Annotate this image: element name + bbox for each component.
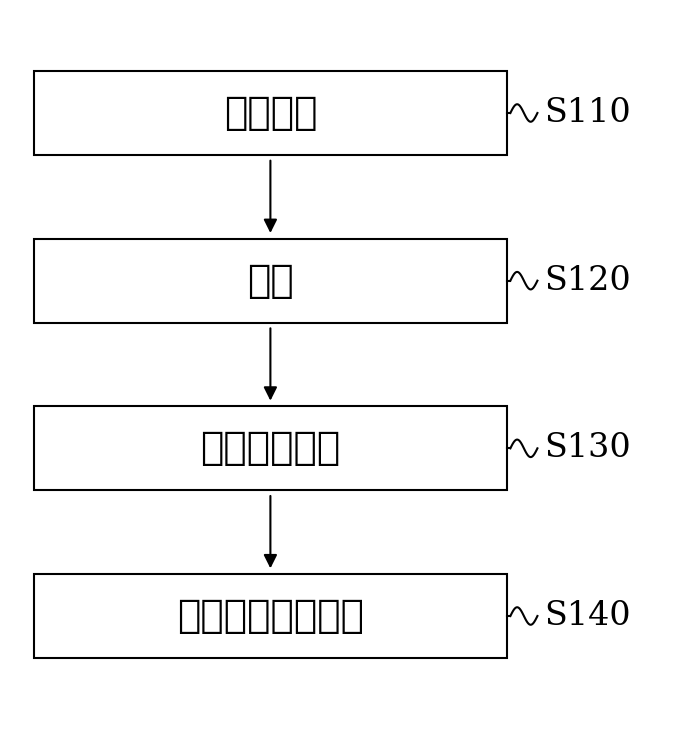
Bar	[34, 71, 507, 155]
Text: 第一组段: 第一组段	[224, 94, 317, 132]
Text: S130: S130	[544, 432, 631, 464]
Text: 输出小层结果: 输出小层结果	[200, 429, 341, 467]
Text: 成块: 成块	[247, 262, 294, 300]
Text: S140: S140	[544, 600, 631, 632]
Text: S110: S110	[544, 97, 631, 129]
Text: S120: S120	[544, 265, 631, 297]
Bar	[34, 574, 507, 658]
Text: 输出层序建模结果: 输出层序建模结果	[177, 597, 364, 635]
Bar	[34, 407, 507, 491]
Bar	[34, 239, 507, 322]
